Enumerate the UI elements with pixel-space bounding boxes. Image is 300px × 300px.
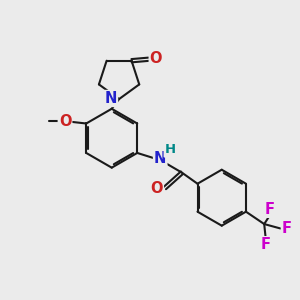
- Text: F: F: [282, 221, 292, 236]
- Text: H: H: [165, 143, 176, 157]
- Text: O: O: [150, 51, 162, 66]
- Text: N: N: [105, 91, 117, 106]
- Text: O: O: [59, 114, 71, 129]
- Text: F: F: [265, 202, 275, 217]
- Text: N: N: [154, 151, 167, 166]
- Text: O: O: [150, 181, 163, 196]
- Text: F: F: [261, 237, 271, 252]
